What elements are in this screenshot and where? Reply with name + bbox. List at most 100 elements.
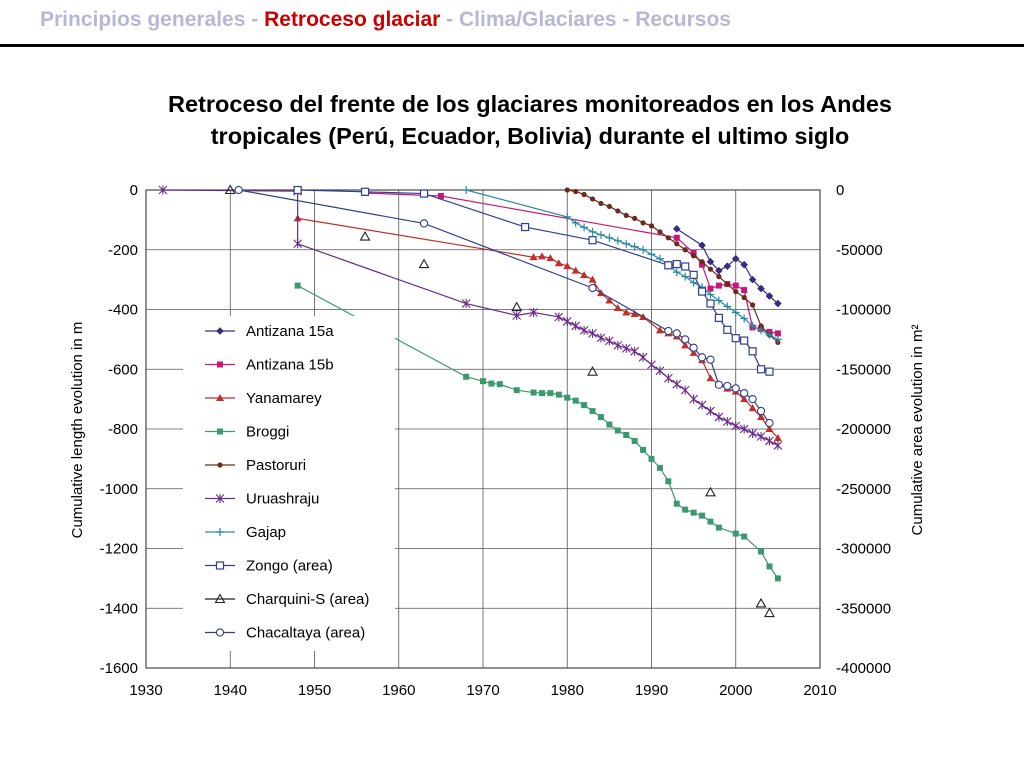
data-point: [756, 431, 766, 441]
data-point: [764, 607, 775, 618]
series-broggi: [294, 282, 781, 582]
nav-principios[interactable]: Principios generales -: [40, 8, 259, 31]
data-point: [714, 296, 723, 305]
series-chacaltaya-area-: [234, 185, 774, 428]
data-point: [630, 309, 639, 317]
data-point: [731, 308, 740, 317]
data-point: [597, 414, 604, 421]
x-tick-label: 1990: [635, 682, 668, 699]
data-point: [706, 406, 715, 416]
data-point: [588, 328, 597, 338]
legend-label: Antizana 15a: [246, 323, 334, 340]
data-point: [697, 353, 707, 362]
data-point: [665, 235, 671, 241]
data-point: [640, 220, 646, 226]
data-point: [647, 250, 656, 259]
data-point: [529, 307, 538, 317]
data-point: [648, 223, 655, 229]
data-point: [571, 266, 580, 274]
legend-label: Antizana 15b: [246, 357, 334, 374]
data-point: [572, 397, 579, 404]
x-tick-label: 1980: [551, 682, 584, 699]
data-point: [773, 433, 782, 441]
data-point: [681, 335, 690, 344]
chart-series: [158, 184, 783, 618]
data-point: [563, 262, 572, 270]
data-point: [588, 236, 597, 245]
x-tick-label: 1940: [214, 682, 247, 699]
data-point: [673, 234, 680, 241]
legend-item: Pastoruri: [205, 457, 306, 474]
legend-item: Gajap: [205, 524, 286, 541]
data-point: [564, 187, 570, 193]
legend-item: Yanamarey: [205, 390, 322, 407]
y-left-tick-label: -200: [108, 242, 138, 259]
data-point: [672, 379, 682, 389]
data-point: [757, 413, 766, 421]
data-point: [689, 270, 698, 279]
data-point: [631, 437, 638, 444]
nav-clima-recursos[interactable]: - Clima/Glaciares - Recursos: [440, 8, 731, 31]
data-point: [731, 334, 740, 343]
data-point: [723, 262, 732, 270]
data-point: [530, 389, 537, 396]
data-point: [732, 282, 739, 289]
legend-label: Uruashraju: [246, 491, 319, 508]
data-point: [765, 292, 774, 300]
data-point: [690, 249, 697, 256]
legend-marker: [215, 494, 225, 503]
data-point: [419, 189, 429, 198]
data-point: [615, 208, 621, 214]
data-point: [640, 446, 647, 453]
x-tick-label: 1960: [382, 682, 415, 699]
data-point: [488, 380, 495, 387]
data-point: [672, 225, 681, 233]
data-point: [774, 299, 782, 308]
data-point: [587, 366, 598, 376]
legend-item: Antizana 15a: [205, 323, 334, 340]
data-point: [756, 406, 766, 416]
data-point: [765, 330, 774, 339]
data-point: [723, 381, 732, 391]
data-point: [496, 381, 503, 388]
data-point: [632, 215, 638, 221]
data-point: [773, 440, 783, 450]
data-point: [682, 247, 688, 253]
data-point: [739, 424, 749, 434]
data-point: [706, 374, 715, 382]
data-point: [748, 347, 757, 356]
data-point: [638, 352, 648, 362]
data-point: [697, 287, 707, 296]
data-point: [723, 325, 732, 334]
data-point: [741, 287, 748, 294]
legend-box: [183, 316, 395, 651]
data-point: [554, 259, 563, 267]
legend-marker: [217, 462, 223, 468]
data-point: [699, 259, 705, 265]
data-point: [748, 404, 757, 412]
series-zongo-area-: [293, 185, 774, 376]
data-point: [706, 299, 715, 308]
y-right-tick-label: -250000: [836, 481, 891, 498]
data-point: [750, 302, 756, 308]
data-point: [680, 385, 690, 395]
data-point: [706, 355, 715, 364]
data-point: [665, 478, 672, 485]
data-point: [604, 336, 614, 346]
data-point: [589, 196, 596, 202]
data-point: [293, 239, 303, 249]
breadcrumb-nav: Principios generales - Retroceso glaciar…: [40, 8, 731, 32]
series-line: [297, 285, 779, 579]
data-point: [606, 421, 613, 428]
data-point: [706, 290, 715, 299]
data-point: [613, 340, 623, 350]
data-point: [588, 275, 597, 283]
y-right-tick-label: -50000: [836, 242, 883, 259]
data-point: [655, 326, 664, 334]
data-point: [563, 212, 572, 221]
nav-retroceso-active[interactable]: Retroceso glaciar: [264, 8, 441, 31]
data-point: [774, 575, 781, 582]
data-point: [672, 329, 681, 338]
data-point: [731, 421, 741, 431]
data-point: [613, 236, 622, 245]
